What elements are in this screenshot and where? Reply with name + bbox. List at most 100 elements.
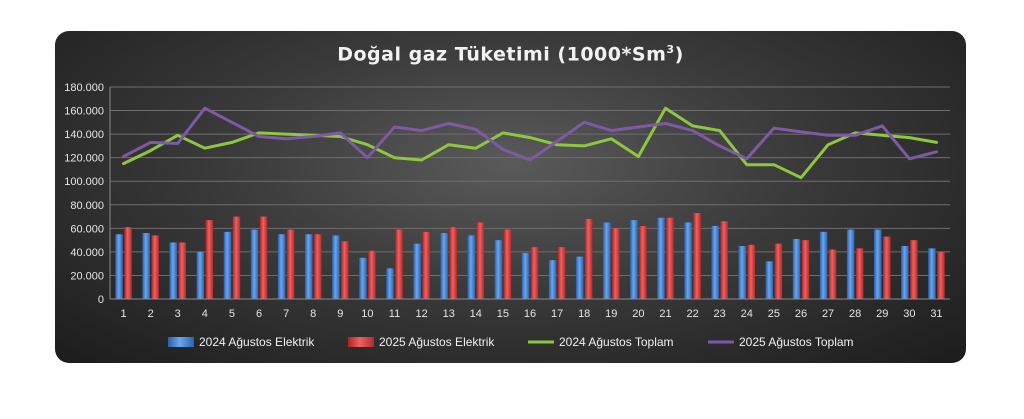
bar-2024 bbox=[304, 234, 313, 299]
chart-title-superscript: 3 bbox=[666, 43, 675, 56]
bar-2024 bbox=[332, 235, 340, 299]
bar-2025 bbox=[801, 240, 810, 299]
bar-2025 bbox=[259, 216, 268, 299]
chart-title: Doğal gaz Tüketimi (1000*Sm3) bbox=[55, 43, 966, 65]
x-tick-label: 29 bbox=[876, 308, 888, 320]
x-tick-label: 25 bbox=[768, 308, 780, 320]
x-tick-label: 6 bbox=[256, 308, 262, 320]
legend-label: 2025 Ağustos Toplam bbox=[739, 335, 854, 349]
bar-2024 bbox=[521, 253, 530, 299]
bar-2024 bbox=[575, 256, 584, 299]
bar-2025 bbox=[666, 217, 674, 299]
bar-2025 bbox=[639, 225, 647, 299]
bar-2025 bbox=[584, 218, 593, 299]
bar-2025 bbox=[422, 231, 430, 299]
bar-2024 bbox=[792, 238, 801, 299]
x-tick-label: 11 bbox=[389, 308, 400, 320]
legend-swatch bbox=[348, 337, 374, 347]
bar-2025 bbox=[476, 222, 485, 299]
legend-label: 2024 Ağustos Toplam bbox=[559, 335, 674, 349]
bar-2025 bbox=[693, 213, 701, 299]
bar-2024 bbox=[467, 235, 476, 299]
line-series-2025 bbox=[122, 106, 938, 162]
y-tick-label: 20.000 bbox=[70, 270, 104, 282]
x-tick-label: 3 bbox=[175, 308, 181, 320]
y-tick-label: 80.000 bbox=[70, 200, 104, 212]
bar-2024 bbox=[142, 233, 150, 299]
bar-2025 bbox=[828, 249, 837, 299]
x-tick-label: 27 bbox=[822, 308, 834, 320]
bar-2025 bbox=[341, 241, 349, 299]
y-tick-label: 160.000 bbox=[64, 106, 104, 118]
bar-2025 bbox=[883, 236, 891, 299]
bar-2024 bbox=[657, 217, 665, 299]
chart-title-main: Doğal gaz Tüketimi (1000*Sm bbox=[337, 43, 667, 66]
x-tick-label: 12 bbox=[415, 308, 427, 320]
x-tick-label: 8 bbox=[310, 308, 316, 320]
x-tick-label: 13 bbox=[443, 308, 455, 320]
x-tick-label: 30 bbox=[903, 308, 915, 320]
x-tick-label: 16 bbox=[524, 308, 536, 320]
x-tick-label: 17 bbox=[551, 308, 563, 320]
x-tick-label: 4 bbox=[202, 308, 208, 320]
bar-2025 bbox=[612, 228, 620, 299]
legend-label: 2024 Ağustos Elektrik bbox=[199, 335, 315, 349]
y-tick-label: 180.000 bbox=[64, 82, 104, 94]
bar-2025 bbox=[368, 250, 376, 299]
bar-2025 bbox=[937, 251, 945, 299]
x-tick-label: 20 bbox=[632, 308, 644, 320]
bar-2025 bbox=[178, 242, 186, 299]
x-tick-label: 9 bbox=[337, 308, 343, 320]
bar-2024 bbox=[223, 231, 232, 299]
y-tick-label: 60.000 bbox=[70, 223, 104, 235]
x-tick-label: 15 bbox=[497, 308, 509, 320]
x-tick-label: 7 bbox=[283, 308, 289, 320]
bar-2024 bbox=[494, 240, 503, 299]
y-tick-label: 0 bbox=[98, 294, 104, 306]
x-tick-label: 22 bbox=[686, 308, 698, 320]
x-tick-label: 14 bbox=[470, 308, 482, 320]
bar-2024 bbox=[386, 268, 394, 299]
x-tick-label: 19 bbox=[605, 308, 617, 320]
bar-2024 bbox=[196, 251, 205, 299]
x-tick-label: 1 bbox=[120, 308, 126, 320]
x-tick-label: 18 bbox=[578, 308, 590, 320]
bar-2025 bbox=[286, 229, 295, 299]
bar-2024 bbox=[765, 261, 774, 299]
bar-2025 bbox=[503, 229, 512, 299]
bar-2024 bbox=[359, 257, 367, 299]
bar-2024 bbox=[277, 234, 286, 299]
bar-2025 bbox=[449, 227, 457, 299]
x-tick-label: 31 bbox=[930, 308, 942, 320]
bar-2024 bbox=[874, 229, 882, 299]
bar-2024 bbox=[548, 260, 557, 299]
bar-2024 bbox=[711, 225, 719, 299]
x-tick-label: 28 bbox=[849, 308, 861, 320]
x-tick-label: 10 bbox=[361, 308, 373, 320]
legend-label: 2025 Ağustos Elektrik bbox=[379, 335, 495, 349]
y-tick-label: 100.000 bbox=[64, 176, 104, 188]
bar-2024 bbox=[440, 233, 448, 299]
chart-card: 0 20.000 40.000 60.000 80.000 100.000 120.000 1… bbox=[55, 31, 966, 363]
y-tick-label: 140.000 bbox=[64, 129, 104, 141]
bar-2024 bbox=[115, 234, 123, 299]
bar-2024 bbox=[901, 246, 909, 299]
x-tick-label: 24 bbox=[741, 308, 753, 320]
bar-2024 bbox=[738, 246, 747, 299]
y-tick-label: 120.000 bbox=[64, 153, 104, 165]
chart-plot: 0 20.000 40.000 60.000 80.000 100.000 120.000 1… bbox=[64, 82, 950, 349]
bar-2025 bbox=[232, 216, 241, 299]
y-tick-label: 40.000 bbox=[70, 247, 104, 259]
bar-2025 bbox=[747, 244, 756, 299]
bar-2025 bbox=[313, 234, 322, 299]
bar-2024 bbox=[846, 229, 855, 299]
x-tick-label: 2 bbox=[148, 308, 154, 320]
bar-2024 bbox=[928, 248, 936, 299]
bar-2025 bbox=[205, 220, 214, 299]
x-tick-label: 23 bbox=[714, 308, 726, 320]
bar-2024 bbox=[630, 220, 638, 299]
bar-2024 bbox=[169, 242, 177, 299]
bar-2024 bbox=[819, 231, 828, 299]
x-tick-label: 26 bbox=[795, 308, 807, 320]
x-tick-label: 21 bbox=[659, 308, 671, 320]
